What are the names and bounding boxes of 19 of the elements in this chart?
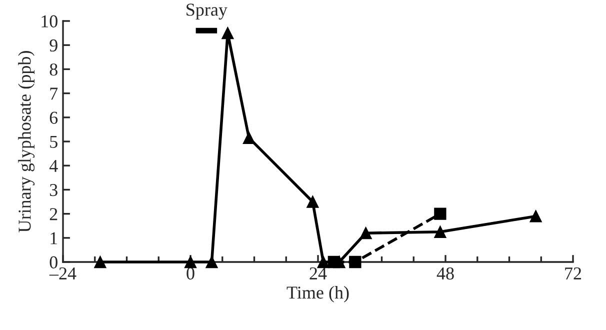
x-tick-label: 72 bbox=[565, 267, 582, 280]
y-tick-label: 1 bbox=[50, 232, 58, 244]
y-tick-label: 2 bbox=[50, 208, 58, 220]
y-tick-label: 10 bbox=[42, 15, 58, 28]
x-tick-label: 0 bbox=[186, 267, 194, 280]
y-tick-label: 3 bbox=[50, 184, 58, 196]
y-tick-label: 5 bbox=[50, 136, 58, 148]
series-label: Spray bbox=[186, 4, 228, 20]
y-axis-title: Urinary glyphosate (ppb) bbox=[18, 51, 35, 232]
y-tick-label: 9 bbox=[50, 39, 58, 52]
y-tick-label: 4 bbox=[49, 160, 58, 172]
y-tick-label: 6 bbox=[50, 112, 58, 124]
x-tick-label: 24 bbox=[310, 267, 327, 280]
y-tick-label: 0 bbox=[50, 256, 58, 268]
x-tick-label: –24 bbox=[49, 267, 76, 280]
y-tick-label: 7 bbox=[50, 88, 58, 100]
x-tick-label: 48 bbox=[436, 267, 454, 280]
x-axis-title: Time (h) bbox=[286, 286, 349, 302]
y-tick-label: 8 bbox=[50, 63, 58, 76]
